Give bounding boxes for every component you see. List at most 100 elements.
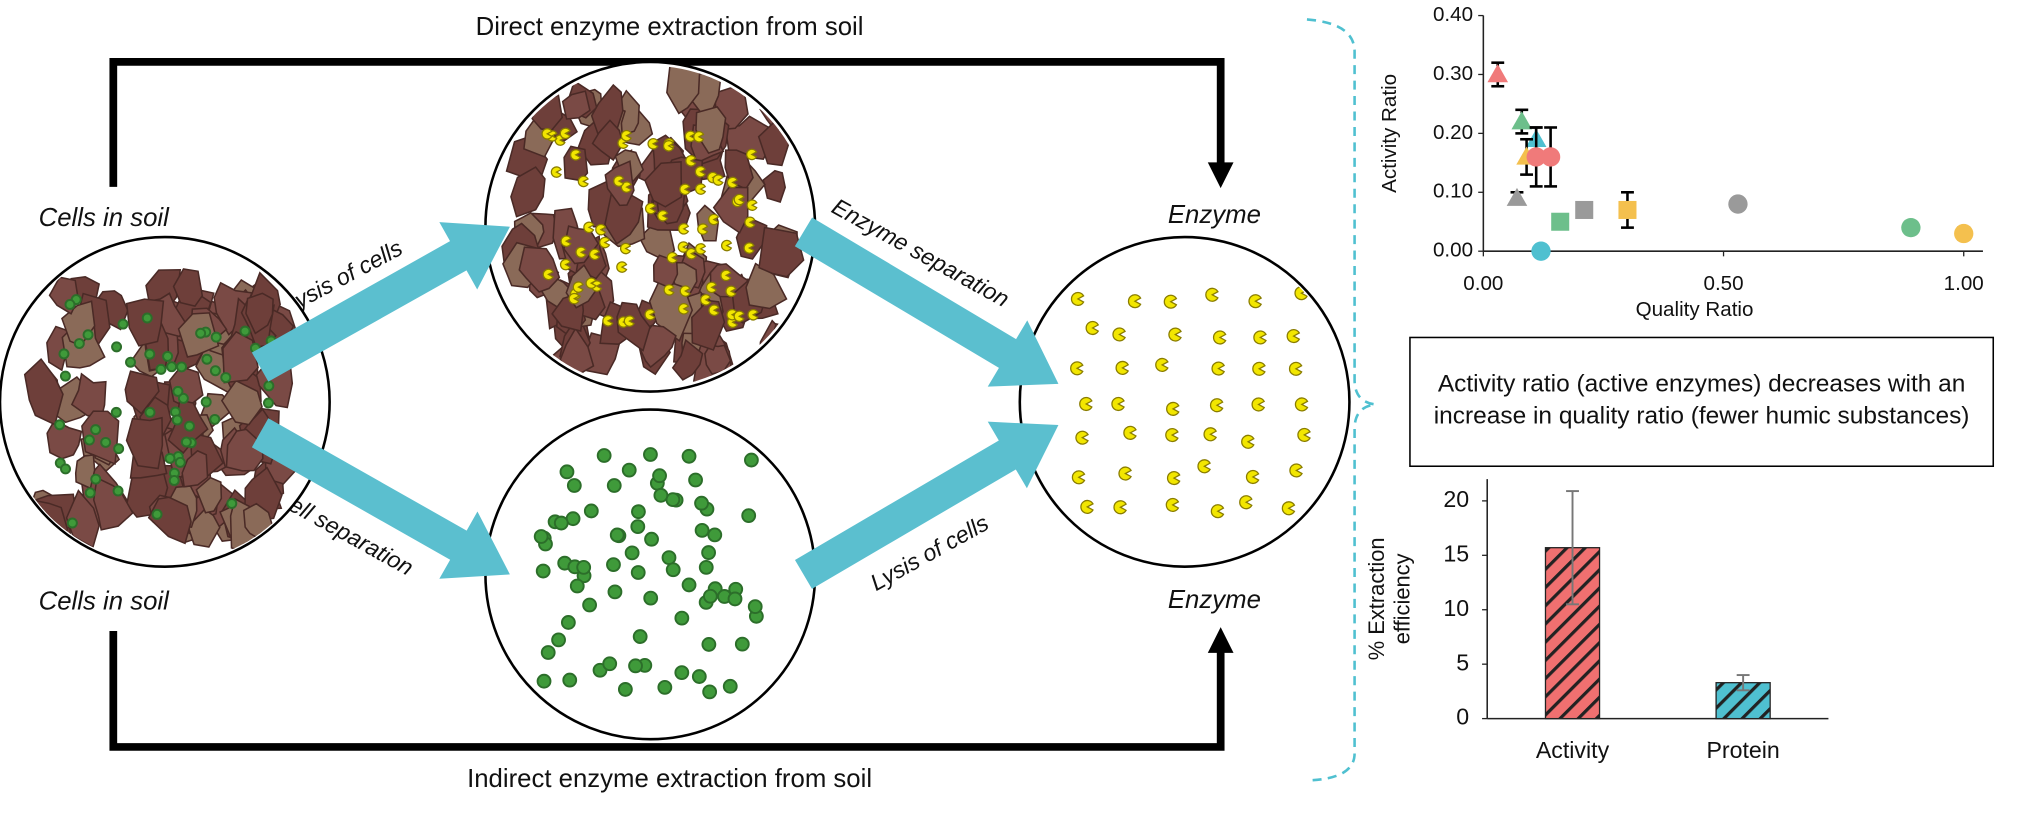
enzyme (694, 165, 706, 178)
point (1531, 241, 1551, 261)
soil-particle (23, 357, 64, 426)
cell (606, 478, 622, 493)
enzyme (1205, 287, 1219, 302)
cell (180, 436, 192, 448)
cell (172, 385, 184, 397)
enzyme (1123, 425, 1137, 440)
cell (536, 673, 552, 689)
note-box (1409, 336, 1995, 468)
cell (551, 632, 566, 648)
enzyme (585, 277, 597, 289)
enzyme (559, 127, 571, 140)
cell (630, 565, 646, 580)
cell (60, 463, 71, 475)
cell (609, 527, 625, 543)
enzyme (541, 128, 553, 140)
enzyme (678, 223, 690, 235)
enzyme (746, 148, 758, 161)
cell (535, 563, 551, 579)
cell (674, 610, 690, 626)
soil-particle (124, 370, 160, 415)
enzyme (1168, 327, 1182, 342)
y-axis-label-line: efficiency (1389, 553, 1414, 644)
cell (576, 559, 592, 575)
enzyme (697, 223, 709, 235)
cell (621, 462, 637, 478)
diagram: Direct enzyme extraction from soil Indir… (0, 13, 1995, 793)
enzyme (721, 239, 733, 252)
cell (681, 577, 697, 593)
point (1728, 194, 1748, 214)
cell (643, 590, 659, 606)
x-tick-label: Protein (1706, 737, 1779, 763)
enzyme (1113, 500, 1127, 515)
circle-bg (485, 409, 816, 740)
cell (722, 678, 738, 694)
soil-particle (666, 65, 701, 115)
soil-particle (74, 454, 96, 490)
y-axis-label-line: % Extraction (1364, 537, 1389, 660)
cell (90, 424, 102, 436)
soil-particle (671, 338, 704, 381)
process-arrow (794, 217, 1059, 387)
cell (125, 356, 136, 368)
enzyme (708, 304, 720, 316)
arrow-head (1207, 627, 1234, 653)
cell (606, 557, 621, 573)
soil-particle (147, 496, 192, 545)
soil-particle (46, 419, 83, 460)
cell (533, 529, 549, 544)
enzyme (1165, 428, 1179, 443)
soil-particle (21, 498, 69, 552)
cell (631, 504, 646, 520)
enzyme (1075, 430, 1089, 445)
enzyme (559, 258, 572, 271)
circles (0, 60, 1351, 741)
soil-particle (709, 263, 750, 298)
enzyme (613, 175, 625, 187)
point (1618, 200, 1637, 219)
enzyme (1070, 361, 1084, 376)
cell (84, 487, 96, 499)
enzyme (743, 242, 755, 254)
enzyme (575, 246, 587, 259)
circle-content (533, 447, 764, 700)
enzyme (1071, 470, 1086, 485)
enzyme (695, 243, 707, 255)
soil-particle (644, 161, 683, 208)
cell (665, 562, 681, 578)
cell (727, 591, 743, 607)
enzyme (1209, 398, 1224, 413)
process-arrow (794, 421, 1059, 589)
cell (702, 588, 718, 604)
enzyme (744, 216, 756, 229)
cell (54, 419, 66, 431)
enzyme (583, 221, 595, 234)
enzyme (1241, 434, 1255, 449)
cell (144, 406, 156, 418)
enzyme (1197, 459, 1211, 474)
enzyme (663, 284, 675, 296)
arrow-head (1207, 162, 1234, 189)
cell (100, 436, 112, 448)
enzyme (550, 166, 562, 178)
source-label: Cells in soil (39, 588, 171, 616)
note: Activity ratio (active enzymes) decrease… (1433, 371, 1970, 431)
cell (209, 365, 221, 377)
enzyme (725, 285, 737, 298)
cell (201, 353, 213, 365)
charts: 0.00 0.10 0.20 0.30 0.40 0.00 0.50 1.00 Quality … (1364, 3, 1984, 763)
enzyme (733, 310, 745, 323)
cell (644, 531, 659, 547)
soil-particle (695, 105, 727, 155)
cell (151, 508, 163, 520)
enzyme (616, 261, 628, 273)
enzyme (1281, 501, 1296, 516)
cell (155, 363, 167, 375)
y-tick-label: 0.20 (1433, 121, 1473, 144)
cell (630, 519, 646, 535)
enzyme (685, 247, 697, 260)
enzyme (620, 242, 632, 255)
soil-particle (745, 262, 788, 310)
bar (1715, 682, 1771, 720)
